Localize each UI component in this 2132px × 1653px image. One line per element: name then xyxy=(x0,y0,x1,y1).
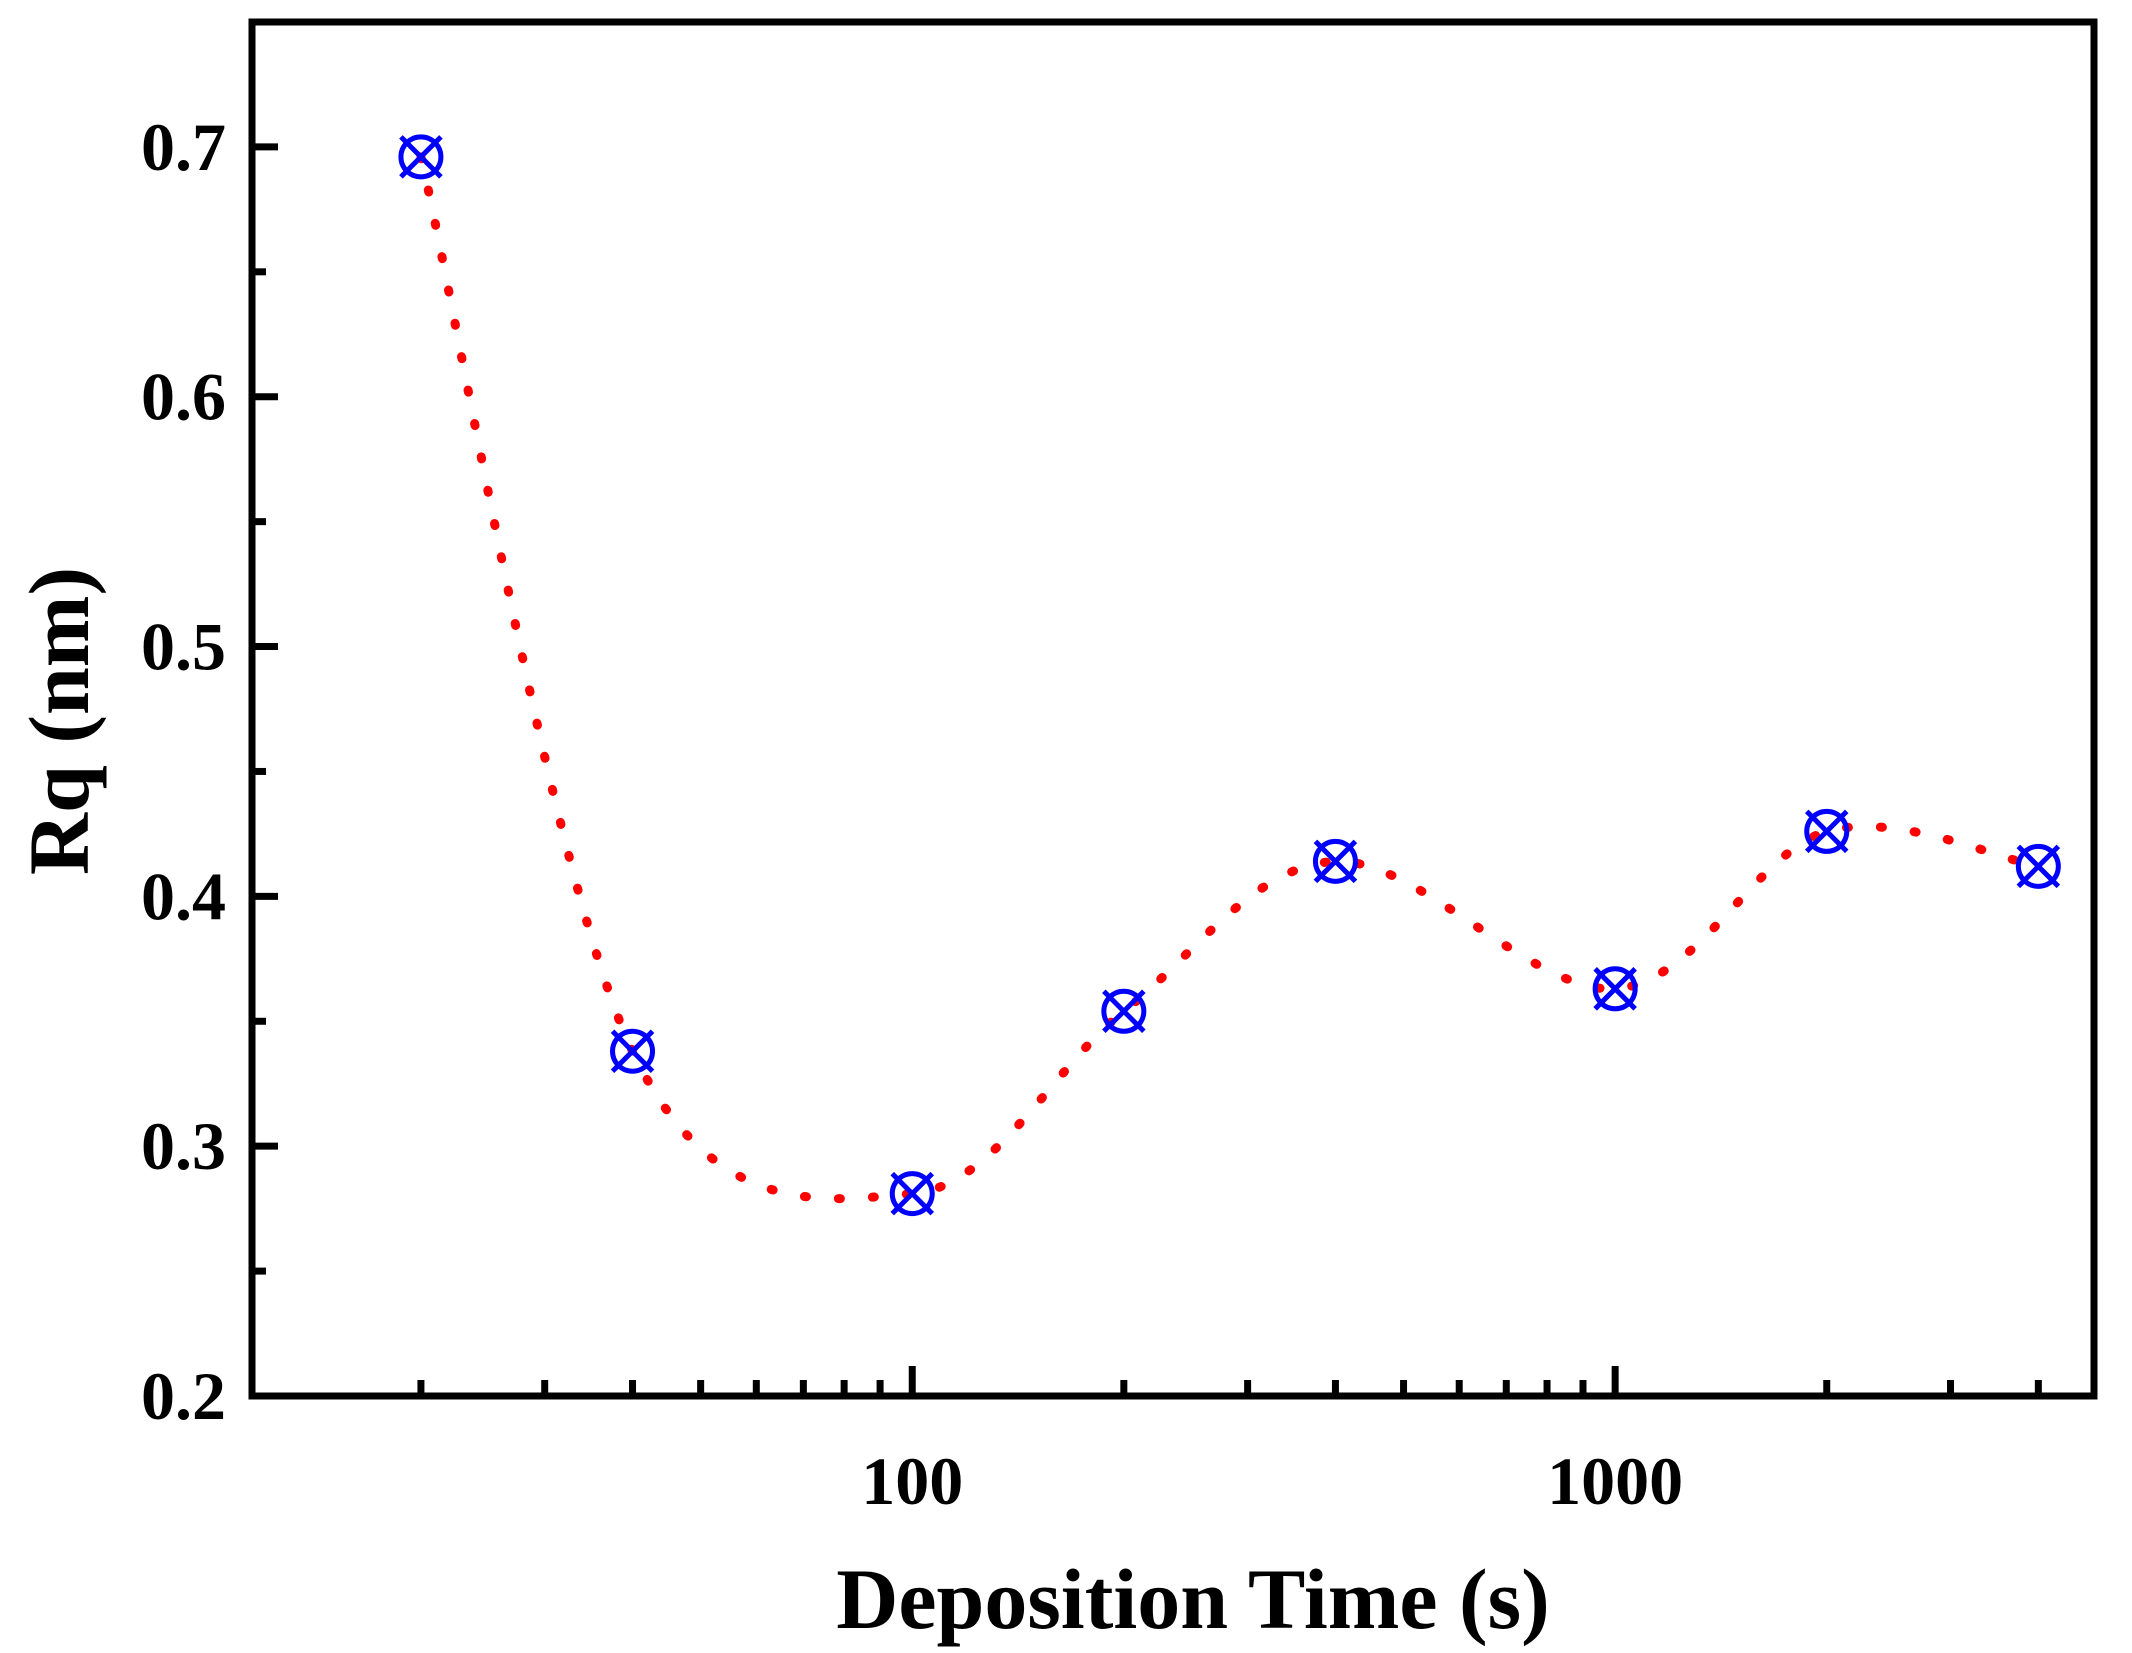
plot-frame xyxy=(248,18,2098,1400)
fit-curve xyxy=(416,152,2043,1204)
data-point xyxy=(889,1171,935,1217)
data-point xyxy=(610,1028,656,1074)
y-axis-title: Rq (nm) xyxy=(11,567,107,875)
y-tick-label: 0.6 xyxy=(141,359,226,435)
minor-ticks xyxy=(252,268,2042,1396)
y-tick-label: 0.3 xyxy=(141,1108,226,1184)
x-tick-label: 1000 xyxy=(1547,1443,1683,1519)
data-point xyxy=(1592,966,1638,1012)
data-point xyxy=(398,134,444,180)
y-tick-label: 0.2 xyxy=(141,1358,226,1434)
tick-labels: 0.2 0.3 0.4 0.5 0.6 0.7 100 1000 xyxy=(141,109,1683,1519)
y-tick-label: 0.7 xyxy=(141,109,226,185)
major-ticks xyxy=(252,143,1619,1400)
data-point xyxy=(1312,838,1358,884)
data-point xyxy=(1804,808,1850,854)
data-point xyxy=(2015,843,2061,889)
y-tick-label: 0.5 xyxy=(141,609,226,685)
data-points xyxy=(398,134,2061,1217)
x-tick-label: 100 xyxy=(861,1443,963,1519)
x-axis-title: Deposition Time (s) xyxy=(836,1551,1550,1647)
data-point xyxy=(1101,988,1147,1034)
y-tick-label: 0.4 xyxy=(141,858,226,934)
